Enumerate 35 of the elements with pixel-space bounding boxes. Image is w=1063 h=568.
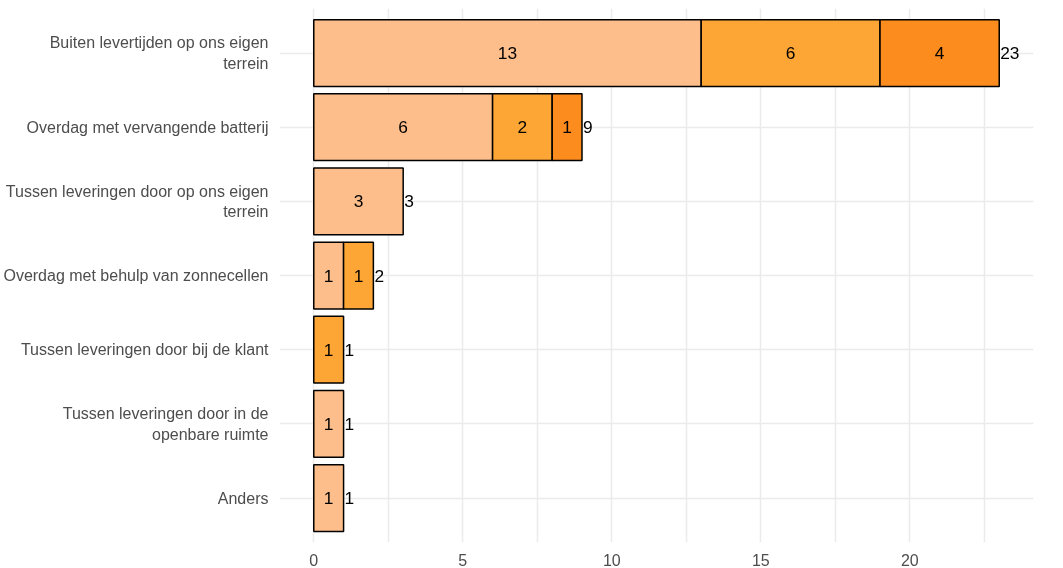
y-tick-label: Overdag met behulp van zonnecellen	[3, 267, 269, 284]
bar	[313, 167, 404, 236]
data-label: 6	[398, 117, 408, 138]
y-tick-label: Overdag met vervangende batterij	[26, 118, 269, 136]
y-tick-label: Tussen leveringen door in de openbare ruimte	[62, 405, 269, 443]
x-tick-label: 0	[309, 551, 319, 568]
total-label: 3	[404, 191, 414, 212]
total-label: 2	[374, 265, 385, 286]
total-label: 1	[344, 413, 355, 434]
data-label: 13	[497, 43, 518, 63]
total-label: 1	[344, 339, 355, 360]
data-label: 1	[323, 265, 334, 286]
data-label: 1	[353, 265, 364, 286]
data-label: 1	[562, 117, 572, 138]
y-tick-label: Tussen leveringen door bij de klant	[20, 341, 270, 359]
data-label: 1	[323, 413, 334, 434]
total-label: 9	[582, 117, 593, 138]
total-label: 23	[1000, 43, 1020, 63]
y-tick-label: Buiten levertijden op ons eigen terrein	[49, 34, 269, 72]
x-tick-label: 5	[458, 551, 468, 568]
bar	[313, 463, 345, 533]
data-label: 6	[785, 43, 796, 63]
data-label: 2	[517, 117, 528, 138]
y-tick-label: Anders	[217, 489, 269, 507]
bar	[313, 315, 345, 384]
data-label: 4	[934, 43, 945, 63]
bar	[313, 389, 345, 458]
total-label: 1	[344, 488, 355, 508]
x-tick-label: 20	[900, 551, 919, 568]
y-tick-label: Tussen leveringen door op ons eigen terrein	[5, 182, 269, 221]
x-tick-label: 15	[751, 551, 770, 568]
x-tick-label: 10	[602, 551, 621, 568]
data-label: 1	[323, 339, 334, 360]
data-label: 1	[323, 488, 334, 508]
data-label: 3	[353, 191, 364, 212]
